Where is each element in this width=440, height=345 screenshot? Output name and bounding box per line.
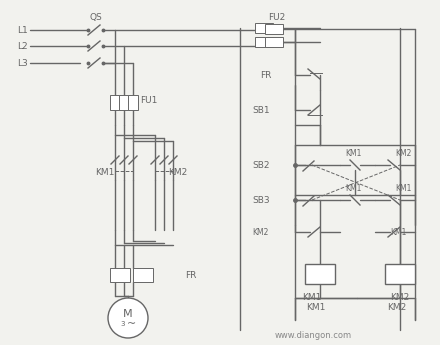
- Text: KM1: KM1: [345, 148, 361, 158]
- Text: KM2: KM2: [387, 304, 407, 313]
- Text: QS: QS: [90, 12, 103, 21]
- Bar: [265, 37, 283, 47]
- Text: KM1: KM1: [306, 304, 326, 313]
- Circle shape: [108, 298, 148, 338]
- Bar: [385, 264, 415, 284]
- Text: KM2: KM2: [252, 227, 268, 237]
- Text: KM2: KM2: [395, 148, 411, 158]
- Text: L2: L2: [17, 41, 28, 50]
- Text: M: M: [123, 309, 133, 319]
- Text: FU2: FU2: [268, 12, 285, 21]
- Text: FU1: FU1: [140, 96, 158, 105]
- Text: KM1: KM1: [345, 184, 361, 193]
- Text: KM1: KM1: [395, 184, 411, 193]
- Bar: [255, 37, 273, 47]
- Bar: [255, 23, 273, 33]
- Bar: [119, 95, 129, 110]
- Text: 3: 3: [121, 321, 125, 327]
- Bar: [128, 95, 138, 110]
- Text: KM1: KM1: [95, 168, 114, 177]
- Text: KM2: KM2: [390, 294, 410, 303]
- Bar: [305, 264, 335, 284]
- Text: KM1: KM1: [390, 227, 407, 237]
- Text: SB1: SB1: [252, 106, 270, 115]
- Text: KM1: KM1: [302, 294, 322, 303]
- Bar: [265, 24, 283, 34]
- Text: www.diangon.com: www.diangon.com: [275, 331, 352, 339]
- Text: ~: ~: [127, 319, 137, 329]
- Bar: [110, 95, 120, 110]
- Text: FR: FR: [260, 70, 271, 79]
- Bar: [110, 268, 130, 282]
- Text: FR: FR: [185, 272, 196, 280]
- Text: SB2: SB2: [252, 160, 269, 169]
- Text: SB3: SB3: [252, 196, 270, 205]
- Bar: [133, 268, 153, 282]
- Text: L3: L3: [17, 59, 28, 68]
- Text: KM2: KM2: [168, 168, 187, 177]
- Text: L1: L1: [17, 26, 28, 34]
